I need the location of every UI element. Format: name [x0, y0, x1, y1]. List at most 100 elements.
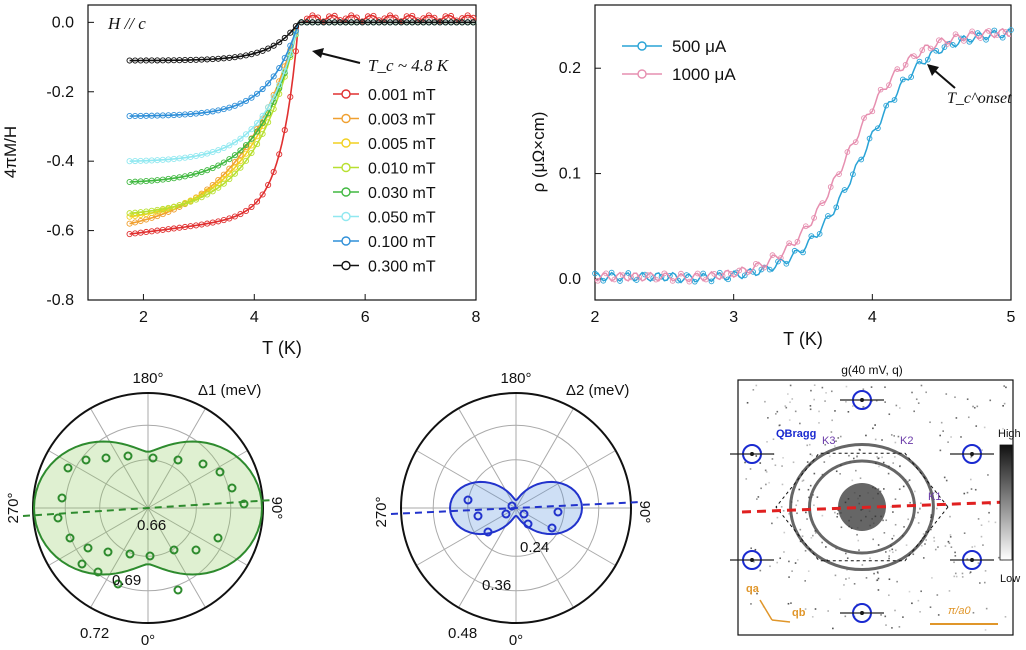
qpi-noise-pixel	[877, 488, 880, 490]
qpi-noise-pixel	[960, 436, 962, 438]
qpi-noise-pixel	[954, 396, 956, 399]
qpi-noise-pixel	[846, 569, 848, 571]
series-marker	[381, 15, 388, 22]
qpi-noise-pixel	[804, 549, 807, 552]
qpi-noise-pixel	[939, 434, 941, 437]
series-marker	[204, 220, 211, 227]
qpi-noise-pixel	[791, 570, 793, 572]
qpi-noise-pixel	[882, 461, 885, 464]
qpi-noise-pixel	[887, 472, 890, 475]
qpi-noise-pixel	[966, 558, 969, 560]
series-marker	[242, 157, 250, 164]
resistivity-x-tick-label: 4	[868, 309, 877, 326]
colorbar-high-label: High	[998, 428, 1021, 440]
series-marker	[254, 141, 261, 148]
polar-data-point	[103, 547, 113, 557]
resistivity-marker	[816, 231, 823, 237]
qpi-noise-pixel	[757, 496, 760, 498]
qpi-noise-pixel	[890, 505, 893, 508]
qpi-noise-pixel	[984, 629, 987, 631]
qpi-noise-pixel	[825, 546, 827, 548]
series-marker	[198, 151, 205, 158]
series-marker	[198, 169, 205, 176]
qpi-noise-pixel	[830, 431, 833, 433]
series-marker	[154, 208, 161, 215]
qpi-noise-pixel	[813, 398, 815, 401]
magnetization-xlabel: T (K)	[262, 338, 302, 358]
series-marker	[204, 191, 211, 198]
qpi-noise-pixel	[776, 516, 779, 519]
qpi-noise-pixel	[833, 445, 836, 447]
qpi-noise-pixel	[879, 490, 882, 493]
polar-outer-ring	[400, 392, 632, 624]
qpi-noise-pixel	[888, 594, 890, 597]
qpi-noise-pixel	[856, 455, 858, 458]
qpi-noise-pixel	[971, 546, 974, 548]
qpi-noise-pixel	[969, 572, 971, 575]
qpi-noise-pixel	[799, 422, 801, 425]
qpi-noise-pixel	[892, 462, 895, 464]
legend-marker	[341, 187, 351, 197]
qpi-title: g(40 mV, q)	[841, 363, 903, 377]
qpi-noise-pixel	[917, 522, 920, 524]
qpi-noise-pixel	[775, 413, 777, 415]
polar-data-point	[93, 567, 103, 577]
series-marker	[464, 12, 471, 19]
magnetization-y-tick-label: -0.2	[46, 84, 74, 101]
resistivity-marker	[858, 156, 865, 163]
legend-marker	[341, 89, 351, 99]
qpi-noise-pixel	[764, 469, 767, 472]
legend-marker	[637, 69, 647, 79]
qpi-noise-pixel	[940, 421, 943, 424]
qpi-noise-pixel	[797, 559, 799, 561]
qpi-noise-pixel	[794, 562, 797, 564]
qpi-noise-pixel	[823, 461, 826, 463]
qpi-noise-pixel	[930, 514, 933, 516]
resistivity-marker	[941, 44, 948, 50]
qpi-noise-pixel	[789, 384, 792, 387]
polar2-bottom-angle: 0°	[509, 632, 523, 649]
qpi-noise-pixel	[856, 455, 858, 457]
series-marker	[226, 142, 233, 149]
resistivity-marker	[636, 274, 643, 281]
resistivity-y-tick-label: 0.2	[559, 60, 581, 77]
qpi-noise-pixel	[898, 488, 901, 491]
qpi-noise-pixel	[772, 438, 775, 441]
resistivity-marker	[811, 215, 817, 221]
qpi-noise-pixel	[994, 521, 997, 524]
qpi-noise-pixel	[821, 541, 823, 544]
resistivity-marker	[961, 38, 967, 44]
series-marker	[209, 108, 216, 115]
qpi-noise-pixel	[891, 537, 894, 540]
qpi-noise-pixel	[861, 564, 864, 566]
qpi-noise-pixel	[790, 602, 792, 604]
qpi-noise-pixel	[840, 526, 843, 529]
qpi-noise-pixel	[846, 557, 849, 560]
qpi-noise-pixel	[858, 448, 861, 451]
resistivity-marker	[669, 277, 676, 284]
polar-delta2-panel: 180° 90° 0° 270° Δ2 (meV) 0.24 0.36 0.48	[373, 370, 653, 649]
series-marker	[265, 181, 272, 188]
legend-entry: 0.003 mT	[368, 112, 436, 129]
polar-data-point	[239, 499, 249, 509]
polar-data-point	[523, 519, 533, 529]
series-marker	[226, 215, 233, 222]
series-marker	[281, 54, 288, 61]
series-marker	[154, 206, 161, 213]
series-marker	[409, 12, 416, 19]
qpi-noise-pixel	[874, 424, 876, 426]
series-marker	[215, 107, 222, 114]
qpi-noise-pixel	[836, 515, 838, 518]
legend-marker	[637, 41, 647, 51]
qpi-noise-pixel	[830, 390, 833, 393]
series-marker	[220, 171, 227, 178]
resistivity-marker	[653, 276, 659, 283]
series-marker	[254, 49, 261, 56]
resistivity-marker	[728, 271, 734, 277]
qpi-noise-pixel	[750, 547, 752, 550]
magnetization-y-tick-label: -0.8	[46, 292, 74, 309]
magnetization-x-tick-label: 6	[361, 309, 370, 326]
qpi-noise-pixel	[845, 400, 847, 403]
resistivity-marker	[833, 204, 840, 211]
polar-data-point	[81, 455, 91, 465]
